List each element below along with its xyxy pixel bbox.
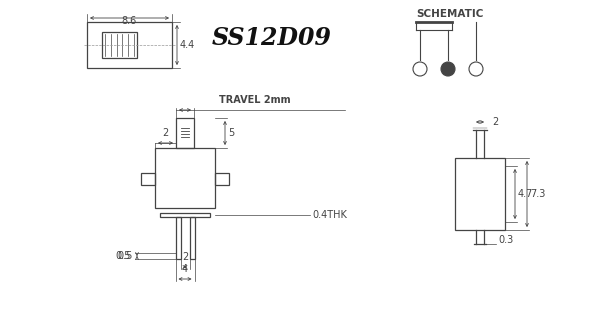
- Bar: [215, 173, 229, 185]
- Bar: [155, 148, 215, 208]
- Bar: [176, 217, 181, 259]
- Bar: [141, 173, 155, 185]
- Text: 8.6: 8.6: [122, 16, 137, 26]
- Text: TRAVEL 2mm: TRAVEL 2mm: [219, 95, 291, 105]
- Bar: [87, 22, 172, 68]
- Text: 4.7: 4.7: [518, 189, 533, 199]
- Text: 2: 2: [182, 252, 188, 262]
- Text: 0.4THK: 0.4THK: [312, 210, 347, 220]
- Text: 7.3: 7.3: [530, 189, 545, 199]
- Bar: [102, 32, 137, 58]
- Text: 4: 4: [182, 264, 188, 274]
- Text: 2: 2: [163, 128, 169, 138]
- Text: 5: 5: [228, 128, 234, 138]
- Bar: [160, 213, 210, 217]
- Text: 0.5: 0.5: [115, 251, 130, 261]
- Text: 0.5: 0.5: [117, 251, 133, 261]
- Bar: [455, 158, 505, 230]
- Text: 0.3: 0.3: [498, 235, 513, 245]
- Bar: [176, 118, 194, 148]
- Text: 4.4: 4.4: [180, 40, 195, 50]
- Circle shape: [469, 62, 483, 76]
- Bar: [190, 217, 194, 259]
- Text: SCHEMATIC: SCHEMATIC: [416, 9, 484, 19]
- Text: SS12D09: SS12D09: [212, 26, 332, 50]
- Circle shape: [413, 62, 427, 76]
- Text: 2: 2: [492, 117, 498, 127]
- Circle shape: [441, 62, 455, 76]
